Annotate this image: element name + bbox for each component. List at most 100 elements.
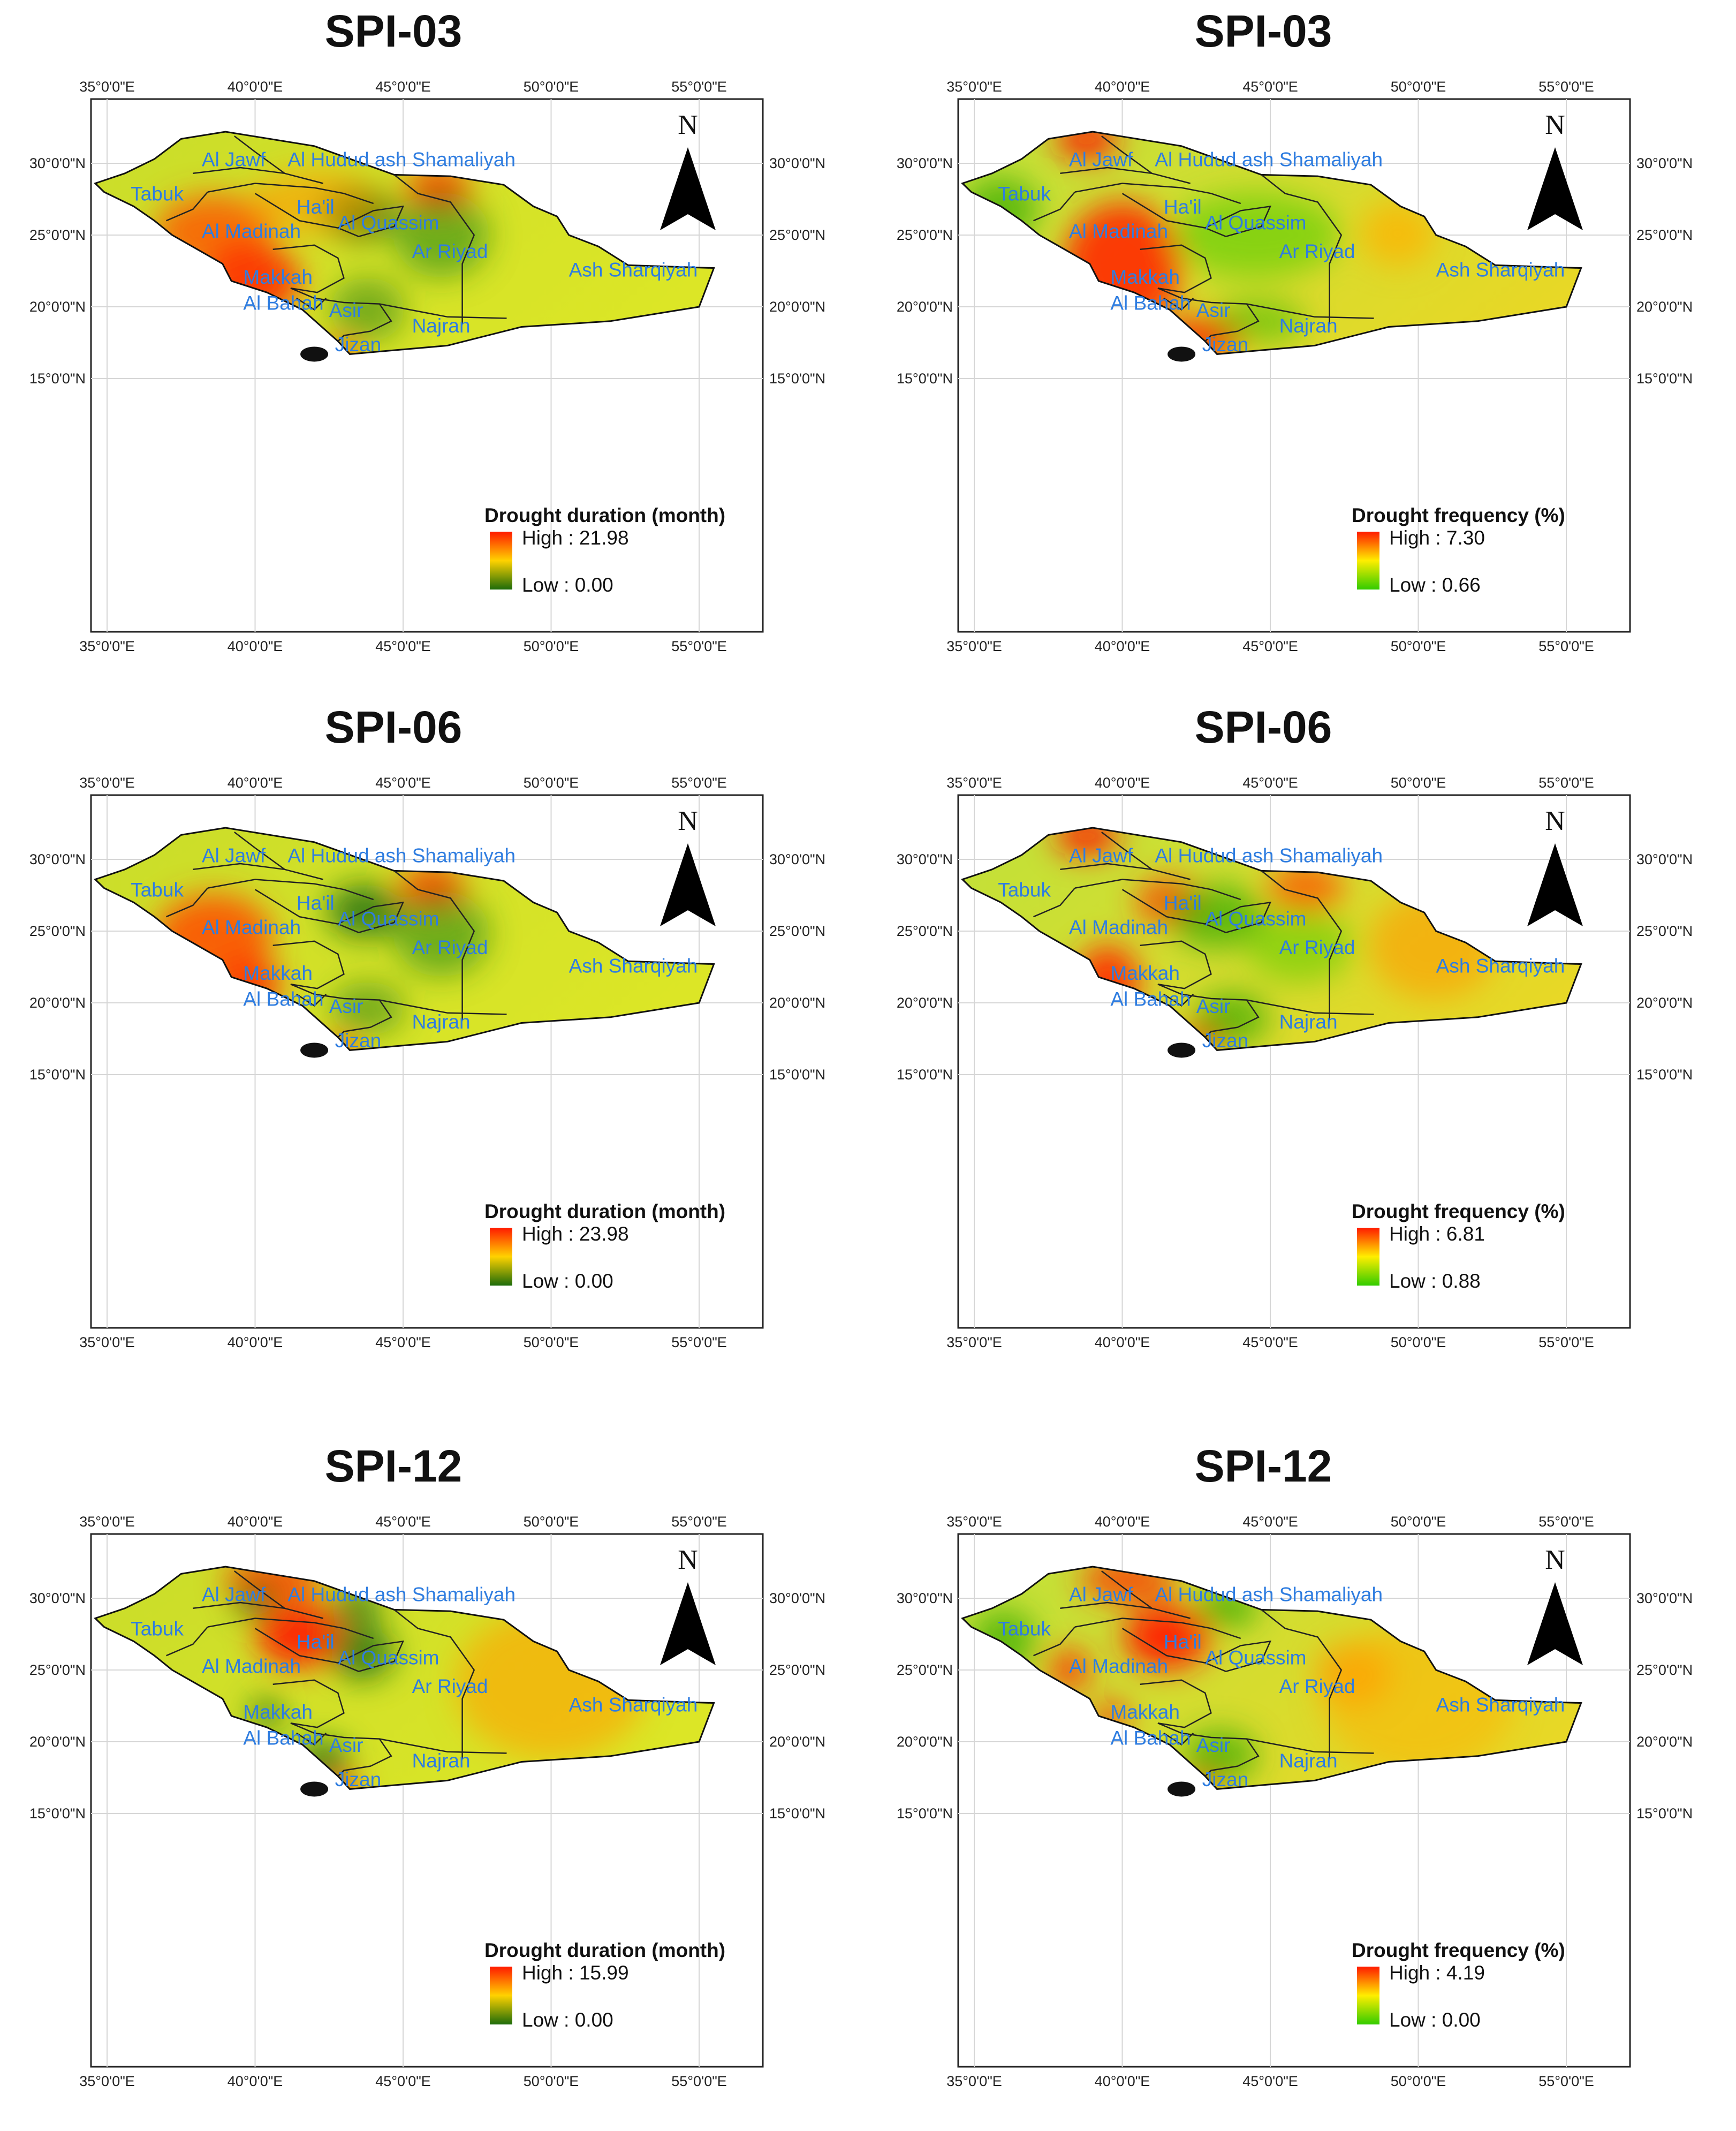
longitude-tick-label: 35°0'0"E bbox=[946, 79, 1002, 95]
region-label: Al Hudud ash Shamaliyah bbox=[287, 148, 516, 170]
legend-color-ramp bbox=[490, 1967, 512, 2024]
region-boundary bbox=[290, 1722, 392, 1777]
region-label: Najran bbox=[412, 315, 471, 337]
legend-title: Drought frequency (%) bbox=[1352, 1939, 1565, 1961]
region-label: Ash Sharqiyah bbox=[1436, 955, 1565, 977]
latitude-tick-label: 15°0'0"N bbox=[1636, 1805, 1693, 1822]
longitude-tick-label: 35°0'0"E bbox=[79, 1334, 135, 1350]
north-label: N bbox=[1545, 806, 1565, 836]
map-svg: 35°0'0"E 35°0'0"E 40°0'0"E 40°0'0"E 45°0'0"E… bbox=[29, 775, 825, 1350]
region-boundary bbox=[290, 288, 392, 342]
legend-title: Drought duration (month) bbox=[484, 1939, 725, 1961]
latitude-tick-label: 15°0'0"N bbox=[29, 1067, 86, 1083]
region-boundary bbox=[1121, 1628, 1206, 1664]
region-boundary bbox=[296, 297, 327, 311]
region-label: Makkah bbox=[243, 1701, 313, 1723]
region-label: Al Bahah bbox=[243, 988, 323, 1010]
latitude-tick-label: 20°0'0"N bbox=[1636, 1734, 1693, 1750]
longitude-tick-label: 55°0'0"E bbox=[1538, 79, 1594, 95]
region-boundary bbox=[1204, 1640, 1272, 1673]
region-label: Ash Sharqiyah bbox=[569, 259, 698, 281]
latitude-tick-label: 15°0'0"N bbox=[769, 1805, 825, 1822]
latitude-tick-label: 25°0'0"N bbox=[29, 923, 86, 939]
region-label: Ha'il bbox=[1164, 892, 1202, 914]
region-label: Al Bahah bbox=[243, 292, 323, 314]
hotspot bbox=[330, 981, 405, 1036]
longitude-tick-label: 35°0'0"E bbox=[946, 638, 1002, 654]
north-label: N bbox=[678, 110, 698, 140]
latitude-tick-label: 30°0'0"N bbox=[769, 1590, 825, 1606]
latitude-tick-label: 25°0'0"N bbox=[897, 227, 953, 243]
hotspot bbox=[1268, 864, 1344, 912]
panel-title: SPI-06 bbox=[1194, 702, 1332, 752]
region-label: Asir bbox=[1196, 995, 1231, 1017]
latitude-tick-label: 30°0'0"N bbox=[769, 851, 825, 867]
region-label: Makkah bbox=[1110, 1701, 1180, 1723]
region-boundary bbox=[1246, 999, 1374, 1015]
region-boundary bbox=[1060, 1601, 1191, 1619]
panel-title: SPI-03 bbox=[324, 6, 463, 56]
island-cluster bbox=[1168, 346, 1196, 362]
longitude-tick-label: 40°0'0"E bbox=[228, 775, 283, 791]
region-label: Ash Sharqiyah bbox=[1436, 1694, 1565, 1716]
region-label: Ha'il bbox=[297, 196, 335, 218]
north-label: N bbox=[678, 806, 698, 836]
longitude-tick-label: 35°0'0"E bbox=[946, 775, 1002, 791]
longitude-tick-label: 50°0'0"E bbox=[1391, 775, 1446, 791]
region-label: Ar Riyad bbox=[412, 240, 488, 262]
island-cluster bbox=[300, 1781, 329, 1797]
map-panel: SPI-12 35°0'0"E 35°0'0"E 40°0'0"E 40°0'0"E 45… bbox=[867, 1403, 1734, 2099]
legend-low-label: Low : 0.66 bbox=[1389, 574, 1481, 596]
latitude-tick-label: 20°0'0"N bbox=[29, 299, 86, 315]
legend-high-label: High : 6.81 bbox=[1389, 1223, 1485, 1245]
longitude-tick-label: 45°0'0"E bbox=[1242, 2073, 1298, 2089]
region-label: Al Madinah bbox=[1069, 1655, 1168, 1677]
longitude-tick-label: 45°0'0"E bbox=[375, 775, 431, 791]
panel-title: SPI-12 bbox=[324, 1441, 463, 1491]
latitude-tick-label: 15°0'0"N bbox=[1636, 1067, 1693, 1083]
latitude-tick-label: 15°0'0"N bbox=[29, 1805, 86, 1822]
latitude-tick-label: 25°0'0"N bbox=[29, 227, 86, 243]
region-boundary bbox=[1140, 1679, 1212, 1728]
longitude-tick-label: 45°0'0"E bbox=[1242, 1514, 1298, 1530]
region-label: Asir bbox=[329, 995, 363, 1017]
legend-title: Drought frequency (%) bbox=[1352, 504, 1565, 526]
island-cluster bbox=[300, 346, 329, 362]
longitude-tick-label: 55°0'0"E bbox=[1538, 775, 1594, 791]
region-label: Al Jawf bbox=[1069, 844, 1133, 866]
region-label: Al Bahah bbox=[1110, 988, 1191, 1010]
region-label: Al Quassim bbox=[1205, 211, 1306, 233]
region-label: Tabuk bbox=[998, 1618, 1051, 1640]
region-label: Al Quassim bbox=[338, 908, 439, 930]
region-label: Asir bbox=[329, 1734, 363, 1756]
region-boundary bbox=[379, 999, 507, 1015]
region-boundary bbox=[207, 183, 374, 205]
latitude-tick-label: 30°0'0"N bbox=[897, 851, 953, 867]
region-label: Najran bbox=[412, 1011, 471, 1033]
latitude-tick-label: 15°0'0"N bbox=[897, 371, 953, 387]
region-boundary bbox=[1261, 174, 1343, 324]
longitude-tick-label: 45°0'0"E bbox=[1242, 638, 1298, 654]
region-boundary bbox=[1121, 889, 1206, 925]
latitude-tick-label: 15°0'0"N bbox=[769, 371, 825, 387]
region-label: Tabuk bbox=[131, 1618, 184, 1640]
region-boundary bbox=[272, 940, 345, 989]
longitude-tick-label: 40°0'0"E bbox=[228, 79, 283, 95]
latitude-tick-label: 20°0'0"N bbox=[1636, 299, 1693, 315]
north-arrow-icon bbox=[1527, 843, 1583, 926]
longitude-tick-label: 45°0'0"E bbox=[1242, 775, 1298, 791]
region-boundary bbox=[1204, 205, 1272, 238]
region-label: Asir bbox=[329, 299, 363, 321]
longitude-tick-label: 55°0'0"E bbox=[1538, 2073, 1594, 2089]
region-label: Jizan bbox=[1202, 1030, 1248, 1052]
legend-color-ramp bbox=[490, 532, 512, 590]
latitude-tick-label: 25°0'0"N bbox=[1636, 923, 1693, 939]
region-label: Al Jawf bbox=[202, 844, 266, 866]
region-label: Al Hudud ash Shamaliyah bbox=[1155, 844, 1383, 866]
latitude-tick-label: 25°0'0"N bbox=[769, 1662, 825, 1678]
legend-low-label: Low : 0.00 bbox=[522, 574, 613, 596]
map-panel: SPI-03 35°0'0"E 35°0'0"E 40°0'0"E 40°0'0"E 45… bbox=[867, 0, 1734, 696]
region-boundary bbox=[1140, 940, 1212, 989]
region-label: Al Quassim bbox=[1205, 1646, 1306, 1668]
region-label: Najran bbox=[1279, 1011, 1338, 1033]
